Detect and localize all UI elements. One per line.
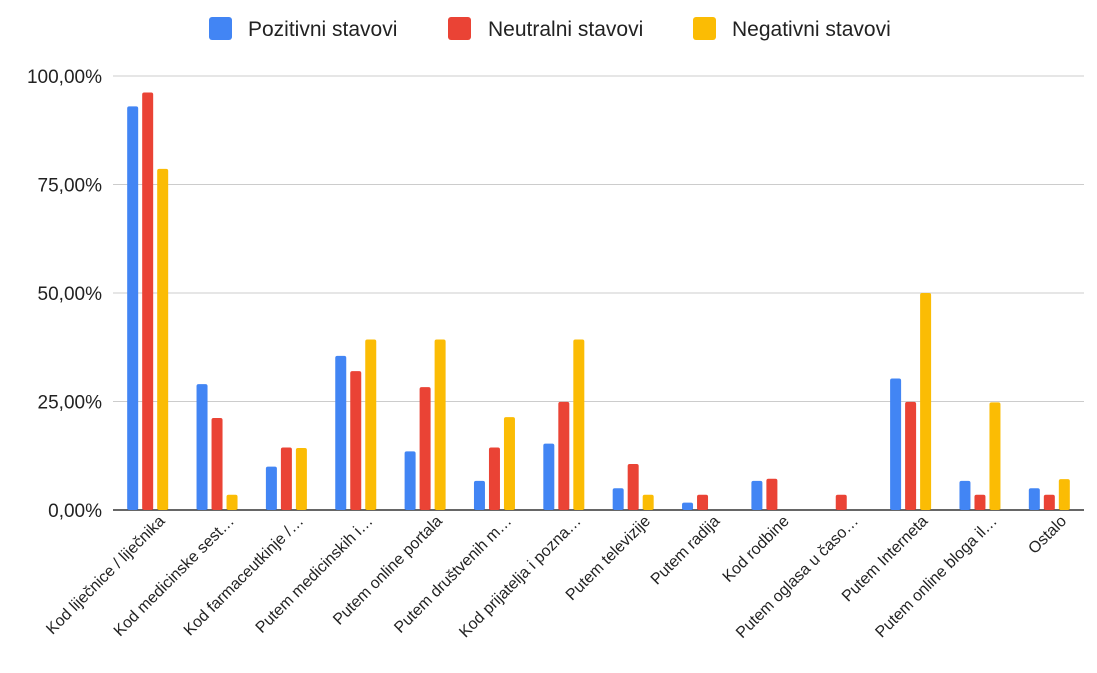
x-category-label: Putem online bloga il… [872, 513, 1000, 641]
y-axis: 0,00% 25,00% 50,00% 75,00% 100,00% [27, 67, 102, 522]
x-category-label: Putem medicinskih i… [253, 513, 377, 637]
bar-negativni [642, 494, 654, 510]
bar-neutralni [627, 463, 639, 510]
y-tick-label: 75,00% [38, 176, 103, 197]
bar-neutralni [1043, 494, 1055, 510]
legend-label: Pozitivni stavovi [248, 18, 397, 41]
bars [127, 92, 1070, 510]
x-category-label: Putem oglasa u časo… [733, 513, 862, 642]
legend-label: Neutralni stavovi [488, 18, 643, 41]
x-category-label: Kod rodbine [720, 513, 793, 586]
bar-pozitivni [404, 451, 416, 510]
bar-negativni [503, 417, 515, 510]
bar-pozitivni [127, 106, 139, 510]
bar-pozitivni [890, 378, 902, 510]
bar-neutralni [697, 494, 709, 510]
x-category-label: Kod prijatelja i pozna… [456, 513, 584, 641]
bar-neutralni [766, 478, 778, 510]
bar-negativni [157, 168, 169, 510]
bar-pozitivni [1028, 488, 1040, 510]
x-category-label: Kod medicinske sest… [111, 513, 238, 640]
bar-negativni [920, 293, 932, 510]
bar-pozitivni [682, 502, 694, 510]
bar-neutralni [974, 494, 986, 510]
bar-pozitivni [612, 488, 624, 510]
legend: Pozitivni stavovi Neutralni stavovi Negati… [209, 17, 891, 41]
bar-pozitivni [543, 443, 555, 510]
bar-neutralni [488, 447, 500, 510]
bar-negativni [989, 402, 1001, 510]
x-category-label: Kod farmaceutkinje /… [181, 513, 307, 639]
y-tick-label: 100,00% [27, 67, 102, 88]
bar-neutralni [280, 447, 292, 510]
bar-pozitivni [959, 480, 971, 510]
bar-neutralni [558, 401, 570, 510]
legend-label: Negativni stavovi [732, 18, 891, 41]
legend-swatch [209, 17, 232, 40]
bar-neutralni [905, 401, 917, 510]
bar-pozitivni [751, 480, 763, 510]
bar-neutralni [142, 92, 154, 510]
bar-negativni [365, 339, 377, 510]
bar-negativni [295, 447, 307, 510]
y-tick-label: 50,00% [38, 284, 103, 305]
bar-neutralni [211, 417, 223, 510]
bar-negativni [226, 494, 238, 510]
y-tick-label: 0,00% [48, 501, 102, 522]
bar-pozitivni [335, 355, 347, 510]
bar-pozitivni [473, 480, 485, 510]
legend-swatch [693, 17, 716, 40]
legend-swatch [448, 17, 471, 40]
bar-negativni [1058, 479, 1070, 510]
bar-pozitivni [196, 384, 208, 510]
y-tick-label: 25,00% [38, 393, 103, 414]
gridlines [113, 75, 1084, 511]
bar-negativni [573, 339, 585, 510]
bar-neutralni [350, 371, 362, 510]
bar-pozitivni [265, 466, 277, 510]
bar-neutralni [835, 494, 847, 510]
x-category-label: Putem društvenih m… [391, 513, 515, 637]
x-category-label: Ostalo [1025, 513, 1070, 558]
bar-neutralni [419, 387, 431, 510]
bar-negativni [434, 339, 446, 510]
x-category-label: Putem radija [648, 513, 724, 589]
x-category-label: Kod liječnice / liječnika [43, 513, 168, 638]
